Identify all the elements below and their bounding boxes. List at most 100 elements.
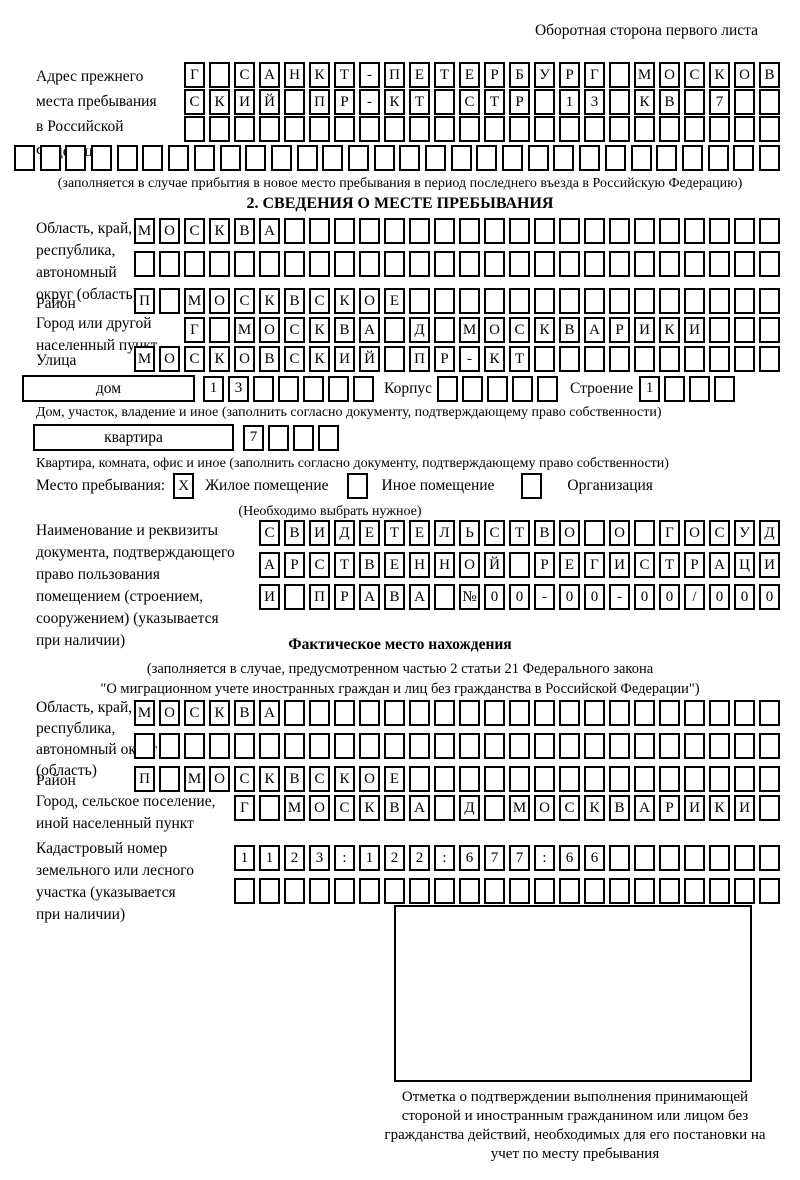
char-box[interactable] xyxy=(609,878,630,904)
char-box[interactable] xyxy=(659,346,680,372)
char-box[interactable] xyxy=(684,700,705,726)
char-box[interactable]: О xyxy=(259,317,280,343)
char-box[interactable] xyxy=(659,878,680,904)
char-box[interactable]: Р xyxy=(284,552,305,578)
char-box[interactable]: О xyxy=(159,218,180,244)
char-box[interactable]: 6 xyxy=(559,845,580,871)
char-box[interactable]: К xyxy=(309,62,330,88)
char-box[interactable]: Е xyxy=(384,288,405,314)
char-box[interactable] xyxy=(209,62,230,88)
char-box[interactable]: И xyxy=(684,795,705,821)
char-box[interactable]: Р xyxy=(334,89,355,115)
char-box[interactable] xyxy=(359,116,380,142)
char-box[interactable]: С xyxy=(284,346,305,372)
char-box[interactable]: К xyxy=(334,288,355,314)
char-box[interactable] xyxy=(634,346,655,372)
char-box[interactable]: М xyxy=(184,766,205,792)
char-box[interactable] xyxy=(459,733,480,759)
char-box[interactable] xyxy=(709,878,730,904)
char-box[interactable]: / xyxy=(684,584,705,610)
char-box[interactable]: Й xyxy=(359,346,380,372)
char-box[interactable] xyxy=(734,700,755,726)
char-box[interactable]: С xyxy=(184,700,205,726)
char-box[interactable] xyxy=(630,145,652,171)
char-box[interactable] xyxy=(509,251,530,277)
char-box[interactable] xyxy=(309,251,330,277)
char-box[interactable]: А xyxy=(359,584,380,610)
char-box[interactable]: С xyxy=(484,520,505,546)
char-box[interactable] xyxy=(425,145,446,171)
char-box[interactable] xyxy=(184,733,205,759)
char-box[interactable]: - xyxy=(459,346,480,372)
char-box[interactable] xyxy=(534,346,555,372)
char-box[interactable] xyxy=(584,733,605,759)
char-box[interactable] xyxy=(579,145,601,171)
other-premises-checkbox[interactable] xyxy=(346,473,368,499)
char-box[interactable] xyxy=(234,733,255,759)
char-box[interactable] xyxy=(409,288,430,314)
char-box[interactable] xyxy=(634,878,655,904)
char-box[interactable] xyxy=(434,89,455,115)
char-box[interactable]: Н xyxy=(409,552,430,578)
char-box[interactable] xyxy=(437,375,458,402)
char-box[interactable] xyxy=(484,700,505,726)
char-box[interactable]: - xyxy=(609,584,630,610)
char-box[interactable]: В xyxy=(759,62,780,88)
char-box[interactable]: Й xyxy=(259,89,280,115)
char-box[interactable] xyxy=(559,733,580,759)
char-box[interactable]: В xyxy=(284,766,305,792)
char-box[interactable]: К xyxy=(384,89,405,115)
char-box[interactable]: М xyxy=(459,317,480,343)
char-box[interactable] xyxy=(684,733,705,759)
char-box[interactable] xyxy=(584,251,605,277)
char-box[interactable] xyxy=(734,116,755,142)
char-box[interactable] xyxy=(309,218,330,244)
char-box[interactable] xyxy=(284,116,305,142)
char-box[interactable]: В xyxy=(284,288,305,314)
char-box[interactable] xyxy=(459,251,480,277)
char-box[interactable] xyxy=(434,288,455,314)
char-box[interactable]: Т xyxy=(659,552,680,578)
char-box[interactable] xyxy=(234,251,255,277)
char-box[interactable] xyxy=(684,878,705,904)
char-box[interactable]: О xyxy=(359,288,380,314)
char-box[interactable] xyxy=(259,795,280,821)
char-box[interactable]: А xyxy=(259,552,280,578)
char-box[interactable] xyxy=(134,733,155,759)
char-box[interactable]: С xyxy=(459,89,480,115)
char-box[interactable]: В xyxy=(334,317,355,343)
char-box[interactable] xyxy=(184,116,205,142)
char-box[interactable] xyxy=(409,700,430,726)
apartment-field-box[interactable]: квартира xyxy=(33,424,234,451)
char-box[interactable] xyxy=(659,700,680,726)
char-box[interactable] xyxy=(534,733,555,759)
char-box[interactable]: 2 xyxy=(384,845,405,871)
char-box[interactable] xyxy=(347,145,369,171)
char-box[interactable] xyxy=(534,116,555,142)
char-box[interactable] xyxy=(284,218,305,244)
char-box[interactable] xyxy=(634,218,655,244)
char-box[interactable] xyxy=(734,317,755,343)
char-box[interactable]: А xyxy=(634,795,655,821)
char-box[interactable]: Е xyxy=(384,552,405,578)
char-box[interactable]: Р xyxy=(559,62,580,88)
char-box[interactable] xyxy=(634,116,655,142)
char-box[interactable]: М xyxy=(234,317,255,343)
char-box[interactable] xyxy=(759,766,780,792)
char-box[interactable]: Д xyxy=(759,520,780,546)
char-box[interactable] xyxy=(384,700,405,726)
char-box[interactable] xyxy=(584,700,605,726)
char-box[interactable] xyxy=(159,288,180,314)
char-box[interactable]: М xyxy=(184,288,205,314)
char-box[interactable] xyxy=(434,733,455,759)
char-box[interactable]: О xyxy=(159,346,180,372)
char-box[interactable]: О xyxy=(209,288,230,314)
char-box[interactable] xyxy=(409,733,430,759)
char-box[interactable]: А xyxy=(584,317,605,343)
char-box[interactable] xyxy=(584,218,605,244)
char-box[interactable]: К xyxy=(309,317,330,343)
char-box[interactable] xyxy=(259,733,280,759)
char-box[interactable]: 3 xyxy=(309,845,330,871)
char-box[interactable]: 1 xyxy=(234,845,255,871)
char-box[interactable] xyxy=(709,733,730,759)
